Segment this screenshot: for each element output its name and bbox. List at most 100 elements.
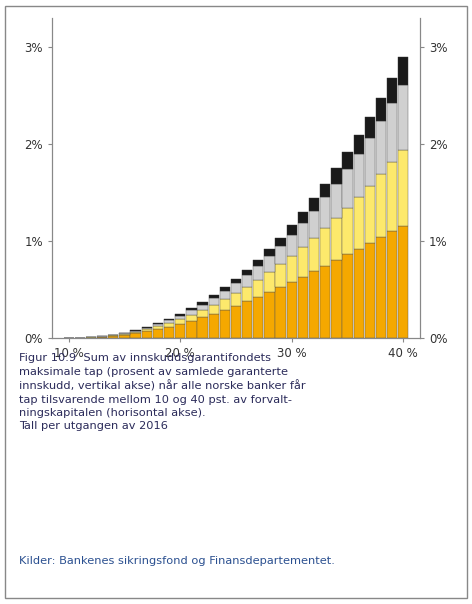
- Bar: [175, 316, 185, 319]
- Bar: [153, 326, 163, 329]
- Bar: [309, 271, 319, 338]
- Bar: [298, 223, 308, 247]
- Bar: [253, 260, 263, 266]
- Bar: [175, 319, 185, 324]
- Bar: [320, 184, 330, 198]
- Bar: [231, 293, 241, 306]
- Bar: [186, 309, 196, 310]
- Bar: [119, 335, 130, 338]
- Bar: [276, 264, 286, 287]
- Bar: [219, 299, 230, 310]
- Bar: [164, 323, 174, 327]
- Bar: [142, 327, 152, 328]
- Bar: [175, 314, 185, 316]
- Bar: [365, 117, 375, 138]
- Bar: [219, 291, 230, 299]
- Text: Figur 10.9  Sum av innskuddsgarantifondets
maksimale tap (prosent av samlede gar: Figur 10.9 Sum av innskuddsgarantifondet…: [19, 353, 305, 431]
- Bar: [130, 330, 141, 332]
- Bar: [175, 324, 185, 338]
- Bar: [219, 288, 230, 291]
- Bar: [298, 247, 308, 277]
- Bar: [197, 302, 208, 304]
- Bar: [209, 298, 219, 305]
- Bar: [231, 279, 241, 283]
- Bar: [320, 228, 330, 266]
- Bar: [242, 287, 253, 301]
- Bar: [331, 218, 342, 260]
- Bar: [197, 310, 208, 317]
- Bar: [320, 198, 330, 228]
- Bar: [354, 153, 364, 197]
- Bar: [342, 152, 353, 169]
- Bar: [164, 320, 174, 323]
- Bar: [197, 304, 208, 310]
- Bar: [342, 169, 353, 208]
- Bar: [387, 78, 397, 103]
- Bar: [186, 321, 196, 338]
- Text: Kilder: Bankenes sikringsfond og Finansdepartementet.: Kilder: Bankenes sikringsfond og Finansd…: [19, 556, 335, 566]
- Bar: [264, 249, 275, 256]
- Bar: [376, 98, 386, 121]
- Bar: [376, 174, 386, 237]
- Bar: [331, 184, 342, 218]
- Bar: [331, 260, 342, 338]
- Bar: [242, 301, 253, 338]
- Bar: [287, 256, 297, 282]
- Bar: [398, 226, 408, 338]
- Bar: [398, 85, 408, 150]
- Bar: [231, 306, 241, 338]
- Bar: [108, 336, 118, 338]
- Bar: [219, 310, 230, 338]
- Bar: [398, 57, 408, 85]
- Bar: [130, 333, 141, 338]
- Bar: [197, 317, 208, 338]
- Bar: [130, 332, 141, 333]
- Bar: [387, 103, 397, 162]
- Bar: [209, 313, 219, 338]
- Bar: [253, 266, 263, 280]
- Bar: [264, 256, 275, 272]
- Bar: [242, 275, 253, 287]
- Bar: [164, 327, 174, 338]
- Bar: [119, 333, 130, 334]
- Bar: [309, 238, 319, 271]
- Bar: [276, 238, 286, 246]
- Bar: [398, 150, 408, 226]
- Bar: [153, 324, 163, 326]
- Bar: [387, 231, 397, 338]
- Bar: [142, 329, 152, 331]
- Bar: [320, 266, 330, 338]
- Bar: [298, 213, 308, 223]
- Bar: [287, 235, 297, 256]
- Bar: [186, 310, 196, 315]
- Bar: [287, 282, 297, 338]
- Bar: [354, 197, 364, 249]
- Bar: [309, 211, 319, 238]
- Bar: [264, 292, 275, 338]
- Bar: [309, 199, 319, 211]
- Bar: [253, 280, 263, 297]
- Bar: [376, 237, 386, 338]
- Bar: [276, 287, 286, 338]
- Bar: [142, 331, 152, 338]
- Bar: [242, 270, 253, 275]
- Bar: [153, 329, 163, 338]
- Bar: [97, 337, 107, 338]
- Bar: [365, 185, 375, 243]
- Bar: [264, 272, 275, 292]
- Bar: [186, 315, 196, 321]
- Bar: [153, 323, 163, 324]
- Bar: [365, 138, 375, 185]
- Bar: [164, 319, 174, 320]
- Bar: [119, 334, 130, 335]
- Bar: [331, 169, 342, 184]
- Bar: [376, 121, 386, 174]
- Bar: [142, 328, 152, 329]
- Bar: [342, 254, 353, 338]
- Bar: [298, 277, 308, 338]
- Bar: [209, 305, 219, 313]
- Bar: [354, 135, 364, 153]
- Bar: [276, 246, 286, 264]
- Bar: [209, 295, 219, 298]
- Bar: [253, 297, 263, 338]
